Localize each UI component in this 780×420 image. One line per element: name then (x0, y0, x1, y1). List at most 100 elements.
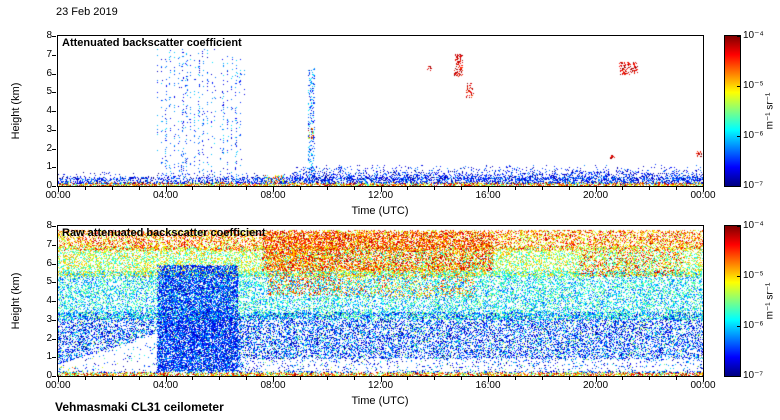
y-tick-mark (52, 338, 56, 340)
x-tick-mark (246, 187, 248, 190)
colorbar-tick-label: 10⁻⁵ (743, 80, 764, 91)
colorbar-jet (724, 225, 741, 377)
x-axis-label: Time (UTC) (351, 395, 409, 407)
y-tick-mark (52, 263, 56, 265)
x-tick-mark (165, 377, 167, 382)
x-tick-mark (84, 377, 86, 380)
x-tick-mark (138, 377, 140, 380)
x-tick-mark (568, 187, 570, 190)
y-tick-label: 5 (46, 86, 52, 98)
y-tick-mark (52, 282, 56, 284)
instrument-caption: Vehmasmaki CL31 ceilometer (55, 400, 224, 414)
x-tick-mark (407, 187, 409, 190)
y-tick-mark (52, 111, 56, 112)
panel-attenuated-backscatter: Height (km) Attenuated backscatter coeff… (0, 31, 780, 230)
x-tick-mark (649, 377, 651, 380)
x-tick-label: 20:00 (582, 190, 609, 201)
x-tick-mark (192, 187, 194, 190)
y-tick-label: 3 (46, 123, 52, 135)
x-tick-mark (58, 187, 59, 192)
x-tick-mark (326, 187, 328, 190)
x-tick-mark (192, 377, 194, 380)
x-tick-mark (622, 187, 624, 190)
x-tick-mark (273, 187, 274, 192)
x-tick-mark (246, 377, 248, 380)
x-tick-label: 12:00 (367, 190, 394, 201)
colorbar-unit-label: m⁻¹ sr⁻¹ (764, 92, 776, 130)
y-tick-label: 5 (46, 276, 52, 288)
x-tick-label: 20:00 (582, 380, 609, 391)
colorbar-tick-mark (737, 86, 740, 87)
colorbar-tick-mark (737, 276, 740, 277)
y-tick-mark (52, 301, 56, 302)
plot-area-raw: Raw attenuated backscatter coefficient (57, 225, 704, 377)
y-tick-label: 4 (46, 105, 52, 116)
y-axis-label: Height (km) (10, 272, 22, 330)
colorbar-tick-mark (737, 226, 740, 227)
y-tick-label: 7 (46, 238, 52, 250)
x-tick-mark (649, 187, 651, 190)
x-tick-mark (488, 377, 489, 382)
x-tick-mark (541, 377, 543, 380)
colorbar-tick-label: 10⁻⁷ (743, 180, 764, 191)
heatmap-canvas-attenuated (58, 36, 703, 186)
plot-title: Raw attenuated backscatter coefficient (62, 227, 266, 239)
x-tick-mark (568, 377, 570, 380)
y-tick-label: 1 (46, 161, 52, 173)
x-tick-mark (703, 187, 704, 192)
x-tick-mark (111, 187, 113, 190)
x-tick-mark (461, 187, 463, 190)
colorbar-tick-label: 10⁻⁵ (743, 270, 764, 281)
x-tick-label: 12:00 (367, 380, 394, 391)
x-tick-mark (514, 377, 516, 380)
y-tick-label: 4 (46, 295, 52, 306)
y-tick-mark (52, 73, 56, 75)
y-tick-mark (52, 129, 56, 131)
y-tick-label: 1 (46, 351, 52, 363)
x-tick-mark (488, 187, 489, 192)
x-tick-mark (380, 377, 382, 382)
y-axis-label: Height (km) (10, 82, 22, 140)
x-tick-mark (676, 187, 678, 190)
heatmap-canvas-raw (58, 226, 703, 376)
y-tick-mark (52, 92, 56, 94)
colorbar-tick-label: 10⁻⁶ (743, 320, 764, 331)
x-tick-mark (299, 187, 301, 190)
x-tick-mark (595, 187, 597, 192)
y-tick-mark (52, 376, 56, 377)
colorbar-tick-mark (737, 36, 740, 37)
x-tick-label: 00:00 (690, 380, 716, 391)
colorbar-tick-mark (737, 326, 740, 327)
x-tick-mark (434, 187, 436, 190)
date-label: 23 Feb 2019 (56, 6, 118, 18)
panel-raw-backscatter: Height (km) Raw attenuated backscatter c… (0, 221, 780, 420)
y-tick-mark (52, 319, 56, 321)
x-tick-label: 00:00 (45, 190, 71, 201)
y-tick-label: 6 (46, 67, 52, 79)
x-tick-mark (84, 187, 86, 190)
x-tick-label: 16:00 (475, 190, 501, 201)
colorbar-tick-mark (737, 186, 740, 187)
y-tick-label: 3 (46, 313, 52, 325)
y-tick-label: 0 (46, 370, 52, 381)
x-tick-mark (676, 377, 678, 380)
x-tick-mark (326, 377, 328, 380)
x-tick-label: 16:00 (475, 380, 501, 391)
colorbar-jet (724, 35, 741, 187)
colorbar-tick-label: 10⁻⁴ (743, 30, 764, 41)
x-tick-label: 04:00 (152, 190, 179, 201)
x-tick-mark (273, 377, 274, 382)
x-tick-mark (111, 377, 113, 380)
plot-title: Attenuated backscatter coefficient (62, 37, 242, 49)
x-tick-mark (595, 377, 597, 382)
colorbar-unit-label: m⁻¹ sr⁻¹ (764, 282, 776, 320)
x-tick-mark (165, 187, 167, 192)
x-tick-label: 00:00 (45, 380, 71, 391)
x-tick-mark (434, 377, 436, 380)
y-tick-mark (52, 167, 56, 169)
y-tick-mark (52, 226, 56, 227)
x-tick-label: 08:00 (260, 380, 286, 391)
x-tick-mark (380, 187, 382, 192)
y-tick-mark (52, 54, 56, 56)
